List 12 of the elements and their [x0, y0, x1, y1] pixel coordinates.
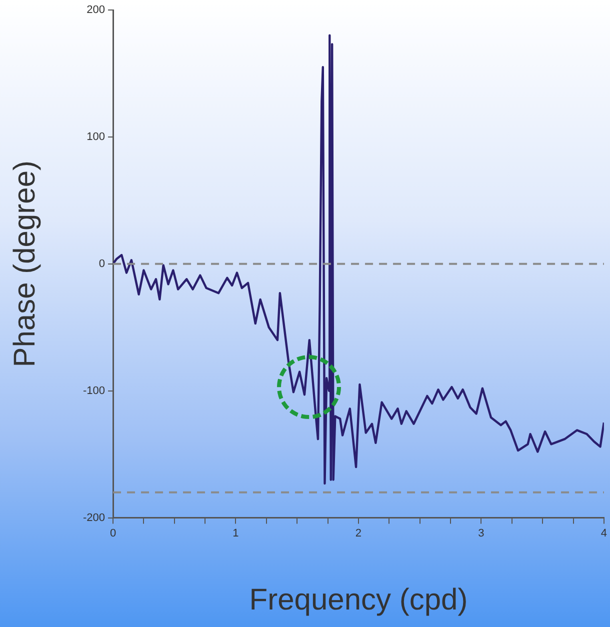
x-tick-label: 2 — [355, 527, 362, 540]
x-tick-label: 0 — [110, 527, 116, 540]
y-tick-label: 100 — [86, 130, 106, 143]
y-axis-title: Phase (degree) — [8, 160, 42, 368]
x-tick-label: 4 — [600, 527, 608, 540]
x-axis-title: Frequency (cpd) — [249, 583, 468, 616]
y-tick-label: -200 — [82, 512, 106, 524]
x-tick-label: 1 — [232, 527, 239, 540]
y-tick-label: -100 — [82, 384, 106, 397]
y-tick-label: 0 — [98, 258, 106, 270]
y-tick-label: 200 — [86, 4, 106, 16]
x-tick-label: 3 — [478, 527, 484, 540]
